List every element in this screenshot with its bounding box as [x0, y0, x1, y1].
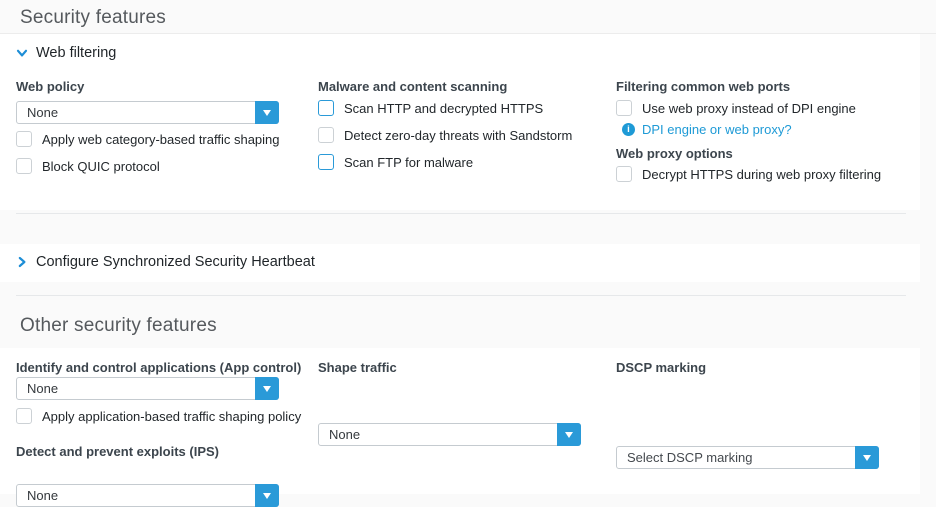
checkbox-row: Use web proxy instead of DPI engine [616, 100, 856, 116]
checkbox-use-web-proxy[interactable] [616, 100, 632, 116]
web-filtering-section: Web filtering Web policy None Apply web … [0, 34, 920, 210]
dscp-dropdown[interactable]: Select DSCP marking [616, 446, 879, 469]
triangle-down-icon [863, 454, 871, 461]
triangle-down-icon [565, 431, 573, 438]
ips-dropdown[interactable]: None [16, 484, 279, 507]
chevron-right-icon [18, 256, 26, 268]
checkbox-label: Scan FTP for malware [344, 154, 474, 170]
page-title: Security features [20, 7, 166, 28]
checkbox-block-quic[interactable] [16, 158, 32, 174]
info-icon: i [622, 123, 635, 136]
checkbox-label: Apply application-based traffic shaping … [42, 408, 302, 424]
checkbox-decrypt-https[interactable] [616, 166, 632, 182]
triangle-down-icon [263, 385, 271, 392]
dropdown-chevron-button[interactable] [255, 484, 279, 507]
section-divider [16, 295, 906, 296]
page-title-band: Security features [0, 0, 936, 34]
web-policy-dropdown[interactable]: None [16, 101, 279, 124]
checkbox-label: Scan HTTP and decrypted HTTPS [344, 100, 544, 116]
app-control-label: Identify and control applications (App c… [16, 360, 302, 375]
checkbox-row: Scan HTTP and decrypted HTTPS [318, 100, 543, 116]
dropdown-chevron-button[interactable] [557, 423, 581, 446]
checkbox-web-category-shaping[interactable] [16, 131, 32, 147]
dscp-label: DSCP marking [616, 360, 707, 375]
web-filtering-toggle[interactable]: Web filtering [16, 45, 116, 61]
dropdown-chevron-button[interactable] [855, 446, 879, 469]
checkbox-app-traffic-shaping[interactable] [16, 408, 32, 424]
ips-label: Detect and prevent exploits (IPS) [16, 444, 219, 459]
app-control-dropdown-value: None [27, 381, 59, 396]
heartbeat-section: Configure Synchronized Security Heartbea… [0, 244, 920, 282]
triangle-down-icon [263, 492, 271, 499]
checkbox-row: Apply web category-based traffic shaping [16, 131, 280, 147]
web-proxy-options-label: Web proxy options [616, 146, 733, 161]
dpi-help-row: i DPI engine or web proxy? [622, 122, 792, 137]
shape-traffic-dropdown[interactable]: None [318, 423, 581, 446]
checkbox-label: Decrypt HTTPS during web proxy filtering [642, 166, 882, 182]
heartbeat-toggle[interactable]: Configure Synchronized Security Heartbea… [16, 254, 315, 270]
web-ports-label: Filtering common web ports [616, 79, 791, 94]
checkbox-scan-http[interactable] [318, 100, 334, 116]
checkbox-scan-ftp[interactable] [318, 154, 334, 170]
checkbox-row: Block QUIC protocol [16, 158, 160, 174]
checkbox-row: Scan FTP for malware [318, 154, 473, 170]
shape-traffic-dropdown-value: None [329, 427, 361, 442]
dropdown-chevron-button[interactable] [255, 377, 279, 400]
malware-scanning-label: Malware and content scanning [318, 79, 508, 94]
section-title-heartbeat: Configure Synchronized Security Heartbea… [36, 254, 315, 270]
web-policy-label: Web policy [16, 79, 85, 94]
dropdown-chevron-button[interactable] [255, 101, 279, 124]
shape-traffic-label: Shape traffic [318, 360, 397, 375]
triangle-down-icon [263, 109, 271, 116]
other-security-section: Identify and control applications (App c… [0, 348, 920, 507]
other-security-title: Other security features [20, 315, 217, 336]
section-divider [16, 213, 906, 214]
app-control-dropdown[interactable]: None [16, 377, 279, 400]
dscp-dropdown-value: Select DSCP marking [627, 450, 753, 465]
checkbox-sandstorm[interactable] [318, 127, 334, 143]
checkbox-label: Detect zero-day threats with Sandstorm [344, 127, 573, 143]
web-policy-dropdown-value: None [27, 105, 59, 120]
section-title-web-filtering: Web filtering [36, 45, 117, 61]
checkbox-row: Apply application-based traffic shaping … [16, 408, 301, 424]
dpi-help-link[interactable]: DPI engine or web proxy? [642, 122, 792, 137]
chevron-down-icon [16, 49, 28, 57]
checkbox-label: Use web proxy instead of DPI engine [642, 100, 856, 116]
checkbox-row: Decrypt HTTPS during web proxy filtering [616, 166, 881, 182]
checkbox-label: Block QUIC protocol [42, 158, 160, 174]
checkbox-label: Apply web category-based traffic shaping [42, 131, 280, 147]
ips-dropdown-value: None [27, 488, 59, 503]
checkbox-row: Detect zero-day threats with Sandstorm [318, 127, 572, 143]
